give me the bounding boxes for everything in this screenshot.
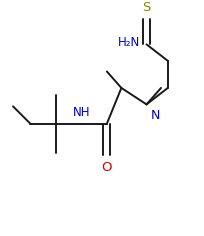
Text: H₂N: H₂N xyxy=(118,36,140,49)
Text: N: N xyxy=(150,109,159,122)
Text: S: S xyxy=(142,1,150,14)
Text: O: O xyxy=(101,160,112,173)
Text: NH: NH xyxy=(73,106,90,119)
